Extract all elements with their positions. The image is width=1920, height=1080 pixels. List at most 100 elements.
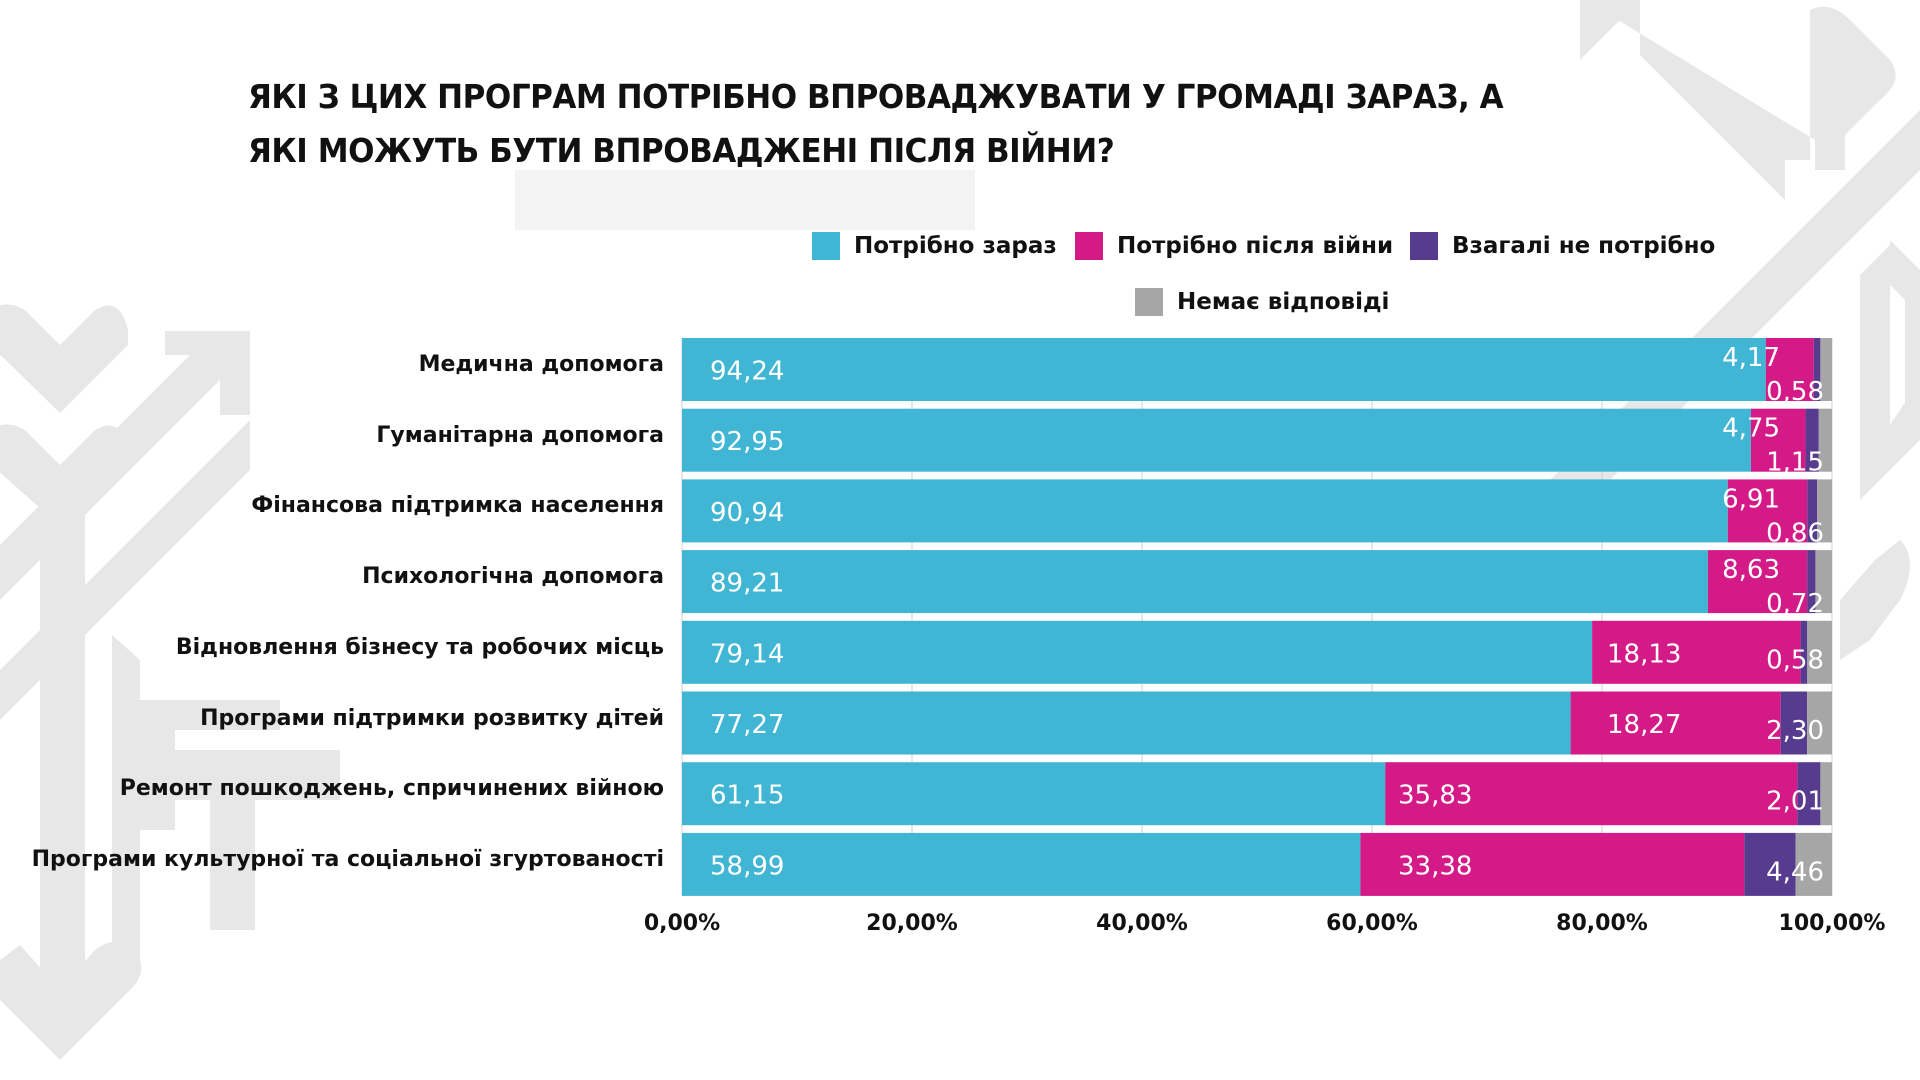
- value-label-not-needed: 2,30: [1766, 716, 1824, 746]
- watermark-down-arrow-icon: [0, 942, 142, 1060]
- value-label-not-needed: 0,58: [1766, 377, 1824, 407]
- category-label: Медична допомога: [418, 352, 664, 377]
- value-label-now: 94,24: [710, 357, 784, 387]
- category-label: Фінансова підтримка населення: [251, 493, 664, 519]
- watermark-right-curve-icon: [1840, 540, 1910, 660]
- value-label-not-needed: 0,72: [1766, 589, 1824, 619]
- bar-segment-after-war: [1727, 479, 1808, 543]
- legend-item-after-war: Потрібно після війни: [1075, 232, 1393, 260]
- category-label: Ремонт пошкоджень, спричинених війною: [119, 776, 664, 802]
- bar-segment-not-needed: [1807, 479, 1818, 543]
- legend-label-now: Потрібно зараз: [854, 233, 1057, 259]
- value-label-after-war: 18,27: [1607, 710, 1681, 740]
- value-label-not-needed: 0,86: [1766, 518, 1824, 548]
- legend-label-after-war: Потрібно після війни: [1117, 233, 1394, 259]
- value-label-not-needed: 2,01: [1766, 787, 1824, 817]
- bar-segment-now: [682, 620, 1593, 684]
- bar-segment-no-answer: [1807, 620, 1832, 684]
- x-tick-label: 0,00%: [644, 911, 720, 936]
- bar-segment-no-answer: [1820, 762, 1832, 826]
- category-label: Програми культурної та соціальної згурто…: [31, 846, 664, 872]
- value-label-now: 92,95: [710, 427, 784, 457]
- x-tick-label: 100,00%: [1779, 911, 1886, 936]
- bar-segment-now: [682, 832, 1361, 896]
- x-tick-label: 80,00%: [1556, 911, 1648, 936]
- bar-segment-not-needed: [1780, 691, 1808, 755]
- bar-segment-now: [682, 408, 1751, 472]
- value-label-after-war: 35,83: [1398, 781, 1472, 811]
- watermark-f-icon: [112, 635, 280, 960]
- value-label-after-war: 33,38: [1398, 851, 1472, 881]
- x-tick-label: 20,00%: [866, 911, 958, 936]
- bar-segment-after-war: [1750, 408, 1806, 472]
- value-label-now: 58,99: [710, 851, 784, 881]
- chart-title-line-1: ЯКІ З ЦИХ ПРОГРАМ ПОТРІБНО ВПРОВАДЖУВАТИ…: [248, 77, 1504, 116]
- bar-segment-after-war: [1592, 620, 1801, 684]
- watermark-topright-icon: [1580, 0, 1640, 60]
- bar-segment-not-needed: [1797, 762, 1821, 826]
- bar-segment-after-war: [1707, 550, 1808, 614]
- category-label: Програми підтримки розвитку дітей: [200, 705, 664, 731]
- category-label: Відновлення бізнесу та робочих місць: [175, 634, 664, 660]
- value-label-now: 77,27: [710, 710, 784, 740]
- watermark-f-icon: [175, 750, 340, 930]
- bar-segment-after-war: [1570, 691, 1781, 755]
- value-label-after-war: 4,75: [1722, 414, 1780, 444]
- bar-segment-no-answer: [1795, 832, 1832, 896]
- bar-segment-not-needed: [1807, 550, 1816, 614]
- value-label-after-war: 8,63: [1722, 555, 1780, 585]
- bar-segment-no-answer: [1817, 479, 1832, 543]
- category-label: Психологічна допомога: [362, 564, 664, 590]
- legend-label-not-needed: Взагалі не потрібно: [1452, 233, 1716, 259]
- chart-title-line-2: ЯКІ МОЖУТЬ БУТИ ВПРОВАДЖЕНІ ПІСЛЯ ВІЙНИ?: [248, 131, 1115, 170]
- bar-segment-now: [682, 479, 1728, 543]
- value-label-now: 89,21: [710, 569, 784, 599]
- bar-segment-not-needed: [1805, 408, 1819, 472]
- bar-segment-no-answer: [1807, 691, 1832, 755]
- x-tick-label: 60,00%: [1326, 911, 1418, 936]
- legend-label-no-answer: Немає відповіді: [1177, 289, 1390, 315]
- legend-swatch-not-needed: [1410, 232, 1438, 260]
- bar-segment-after-war: [1385, 762, 1798, 826]
- legend-swatch-now: [812, 232, 840, 260]
- legend-swatch-after-war: [1075, 232, 1103, 260]
- value-label-not-needed: 0,58: [1766, 645, 1824, 675]
- bar-segment-not-needed: [1744, 832, 1796, 896]
- watermark-topright-icon: [1585, 0, 1896, 200]
- watermark-faint-bars: [515, 170, 975, 230]
- legend-swatch-no-answer: [1135, 288, 1163, 316]
- category-label: Гуманітарна допомога: [376, 422, 664, 448]
- legend-item-not-needed: Взагалі не потрібно: [1410, 232, 1715, 260]
- bar-segment-not-needed: [1813, 338, 1821, 401]
- watermark-chevron-icon: [0, 304, 128, 413]
- watermark-arrow-icon: [0, 331, 250, 600]
- bar-segment-now: [682, 691, 1571, 755]
- value-label-after-war: 4,17: [1722, 343, 1780, 373]
- bar-segment-not-needed: [1800, 620, 1808, 684]
- watermark-vertical-icon: [1890, 240, 1920, 440]
- bar-segment-after-war: [1765, 338, 1814, 401]
- value-label-now: 79,14: [710, 639, 784, 669]
- x-tick-label: 40,00%: [1096, 911, 1188, 936]
- watermark-diagonal-icon: [0, 420, 250, 720]
- value-label-not-needed: 1,15: [1766, 448, 1824, 478]
- value-label-after-war: 18,13: [1607, 639, 1681, 669]
- bar-segment-now: [682, 550, 1708, 614]
- watermark-chevron-icon: [0, 424, 128, 740]
- legend-item-now: Потрібно зараз: [812, 232, 1057, 260]
- legend-item-no-answer: Немає відповіді: [1135, 288, 1389, 316]
- bar-segment-now: [682, 338, 1766, 401]
- watermark-vertical-icon: [1860, 245, 1890, 470]
- value-label-now: 61,15: [710, 781, 784, 811]
- value-label-now: 90,94: [710, 498, 784, 528]
- bar-segment-no-answer: [1818, 408, 1832, 472]
- bar-segment-now: [682, 762, 1386, 826]
- value-label-not-needed: 4,46: [1766, 857, 1824, 887]
- bar-segment-no-answer: [1820, 338, 1832, 401]
- bar-segment-after-war: [1360, 832, 1745, 896]
- chart-title: ЯКІ З ЦИХ ПРОГРАМ ПОТРІБНО ВПРОВАДЖУВАТИ…: [248, 70, 1583, 178]
- watermark-vertical-icon: [40, 660, 85, 990]
- bar-segment-no-answer: [1815, 550, 1832, 614]
